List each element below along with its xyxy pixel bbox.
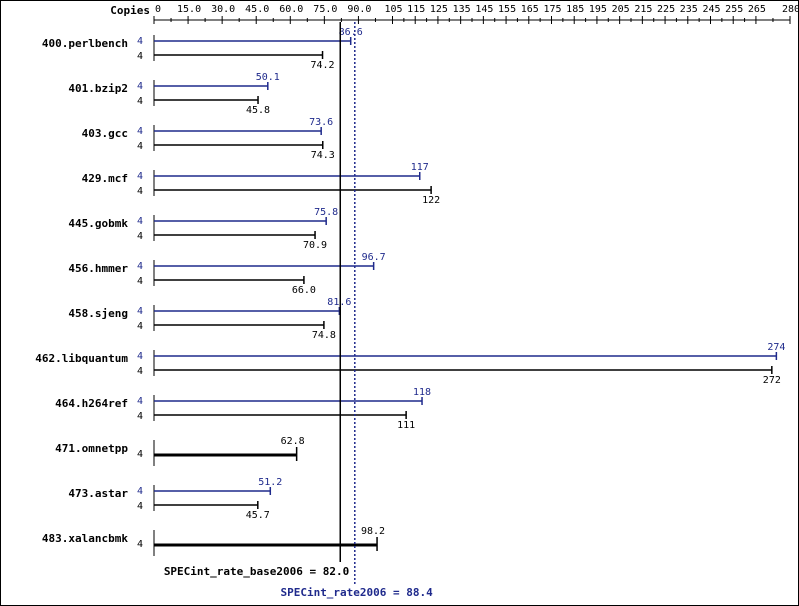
x-tick-label: 255 bbox=[725, 4, 743, 15]
x-tick-label: 235 bbox=[680, 4, 698, 15]
x-tick-label: 155 bbox=[498, 4, 516, 15]
copies-peak-value: 4 bbox=[137, 81, 143, 92]
x-tick-label: 185 bbox=[566, 4, 584, 15]
x-tick-label: 280 bbox=[782, 4, 799, 15]
peak-value-label: 96.7 bbox=[362, 252, 386, 263]
copies-value: 4 bbox=[137, 449, 143, 460]
peak-value-label: 117 bbox=[411, 162, 429, 173]
x-tick-label: 115 bbox=[407, 4, 425, 15]
benchmark-label: 473.astar bbox=[68, 487, 128, 500]
copies-peak-value: 4 bbox=[137, 396, 143, 407]
peak-value-label: 75.8 bbox=[314, 207, 338, 218]
benchmark-label: 401.bzip2 bbox=[68, 82, 128, 95]
base-value-label: 70.9 bbox=[303, 240, 327, 251]
x-tick-label: 145 bbox=[475, 4, 493, 15]
x-tick-label: 60.0 bbox=[279, 4, 303, 15]
copies-base-value: 4 bbox=[137, 141, 143, 152]
base-value-label: 122 bbox=[422, 195, 440, 206]
base-value-label: 111 bbox=[397, 420, 415, 431]
benchmark-label: 400.perlbench bbox=[42, 37, 128, 50]
peak-value-label: 274 bbox=[767, 342, 785, 353]
copies-peak-value: 4 bbox=[137, 171, 143, 182]
peak-value-label: 118 bbox=[413, 387, 431, 398]
copies-peak-value: 4 bbox=[137, 486, 143, 497]
x-tick-label: 125 bbox=[430, 4, 448, 15]
copies-base-value: 4 bbox=[137, 231, 143, 242]
copies-base-value: 4 bbox=[137, 276, 143, 287]
x-tick-label: 225 bbox=[657, 4, 675, 15]
base-value-label: 45.7 bbox=[246, 510, 270, 521]
x-tick-label: 135 bbox=[453, 4, 471, 15]
base-value-label: 66.0 bbox=[292, 285, 316, 296]
x-tick-label: 75.0 bbox=[313, 4, 337, 15]
base-value-label: 272 bbox=[763, 375, 781, 386]
x-tick-label: 15.0 bbox=[177, 4, 201, 15]
copies-base-value: 4 bbox=[137, 411, 143, 422]
base-value-label: 45.8 bbox=[246, 105, 270, 116]
x-tick-label: 175 bbox=[543, 4, 561, 15]
copies-peak-value: 4 bbox=[137, 306, 143, 317]
x-tick-label: 205 bbox=[612, 4, 630, 15]
copies-base-value: 4 bbox=[137, 51, 143, 62]
x-tick-label: 0 bbox=[155, 4, 161, 15]
benchmark-label: 483.xalancbmk bbox=[42, 532, 128, 545]
copies-base-value: 4 bbox=[137, 366, 143, 377]
peak-value-label: 73.6 bbox=[309, 117, 333, 128]
copies-peak-value: 4 bbox=[137, 126, 143, 137]
benchmark-label: 403.gcc bbox=[82, 127, 128, 140]
copies-value: 4 bbox=[137, 539, 143, 550]
single-value-label: 62.8 bbox=[281, 436, 305, 447]
copies-peak-value: 4 bbox=[137, 261, 143, 272]
benchmark-label: 458.sjeng bbox=[68, 307, 128, 320]
x-tick-label: 45.0 bbox=[245, 4, 269, 15]
copies-base-value: 4 bbox=[137, 321, 143, 332]
base-value-label: 74.2 bbox=[310, 60, 334, 71]
benchmark-label: 445.gobmk bbox=[68, 217, 128, 230]
peak-value-label: 81.6 bbox=[327, 297, 351, 308]
copies-peak-value: 4 bbox=[137, 351, 143, 362]
copies-base-value: 4 bbox=[137, 186, 143, 197]
copies-peak-value: 4 bbox=[137, 216, 143, 227]
benchmark-label: 429.mcf bbox=[82, 172, 128, 185]
peak-value-label: 50.1 bbox=[256, 72, 280, 83]
benchmark-label: 471.omnetpp bbox=[55, 442, 128, 455]
base-value-label: 74.8 bbox=[312, 330, 336, 341]
peak-value-label: 51.2 bbox=[258, 477, 282, 488]
peak-summary-label: SPECint_rate2006 = 88.4 bbox=[280, 586, 433, 599]
copies-peak-value: 4 bbox=[137, 36, 143, 47]
copies-header: Copies bbox=[110, 4, 150, 17]
x-tick-label: 215 bbox=[634, 4, 652, 15]
x-tick-label: 30.0 bbox=[211, 4, 235, 15]
benchmark-label: 462.libquantum bbox=[35, 352, 128, 365]
benchmark-label: 464.h264ref bbox=[55, 397, 128, 410]
x-tick-label: 245 bbox=[702, 4, 720, 15]
copies-base-value: 4 bbox=[137, 501, 143, 512]
x-tick-label: 90.0 bbox=[347, 4, 371, 15]
copies-base-value: 4 bbox=[137, 96, 143, 107]
x-tick-label: 105 bbox=[384, 4, 402, 15]
base-value-label: 74.3 bbox=[311, 150, 335, 161]
benchmark-label: 456.hmmer bbox=[68, 262, 128, 275]
x-tick-label: 165 bbox=[521, 4, 539, 15]
x-tick-label: 265 bbox=[748, 4, 766, 15]
peak-value-label: 86.6 bbox=[339, 27, 363, 38]
base-summary-label: SPECint_rate_base2006 = 82.0 bbox=[164, 565, 349, 578]
single-value-label: 98.2 bbox=[361, 526, 385, 537]
x-tick-label: 195 bbox=[589, 4, 607, 15]
